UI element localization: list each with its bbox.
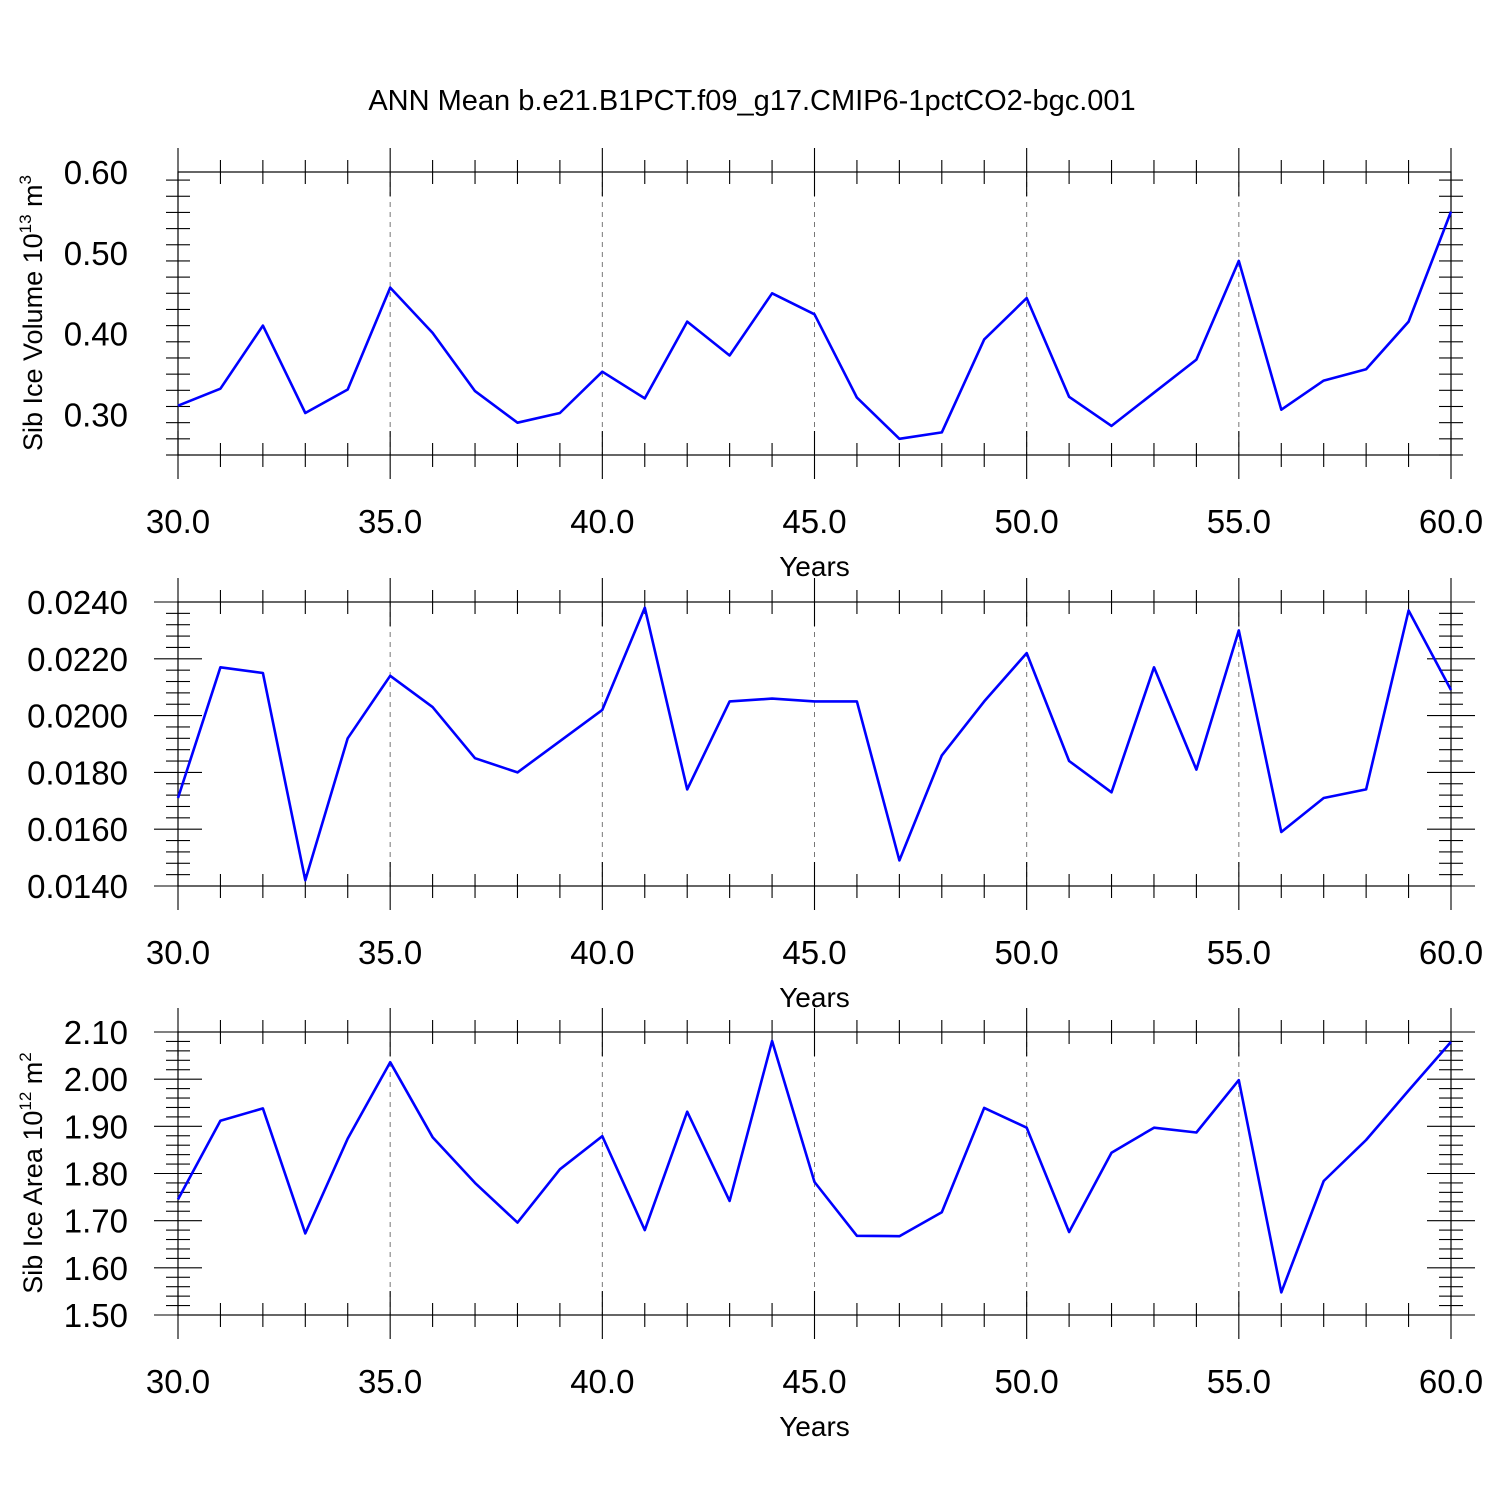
x-tick-label: 50.0 [995,503,1059,540]
y-tick-label: 0.0240 [27,584,128,621]
y-tick-label: 0.0220 [27,641,128,678]
chart-title: ANN Mean b.e21.B1PCT.f09_g17.CMIP6-1pctC… [368,85,1135,117]
panel-3: 30.0 35.0 40.0 45.0 50.0 55.0 60.0 Years 1.50 1.6… [16,1008,1483,1442]
y-tick-label: 1.50 [64,1297,128,1334]
x-tick-label: 45.0 [782,934,846,971]
x-tick-label: 40.0 [570,1363,634,1400]
y-tick-label: 0.0180 [27,754,128,791]
y-tick-label: 1.60 [64,1250,128,1287]
y-tick-label: 0.50 [64,235,128,272]
x-tick-label: 60.0 [1419,1363,1483,1400]
series-line [176,1039,1452,1294]
y-tick-label: 0.40 [64,316,128,353]
x-axis-label: Years [779,982,850,1013]
y-tick-label: 0.0140 [27,868,128,905]
y-tick-label: 1.70 [64,1203,128,1240]
y-tick-label: 0.30 [64,397,128,434]
panels: 30.0 35.0 40.0 45.0 50.0 55.0 60.0 Years 0.30 0.4… [0,148,1483,1442]
y-axis-label: Sib Snow Volume 1013 m3 [0,590,4,898]
x-tick-label: 45.0 [782,1363,846,1400]
x-tick-label: 55.0 [1207,934,1271,971]
x-tick-label: 35.0 [358,503,422,540]
y-tick-label: 1.80 [64,1156,128,1193]
y-tick-label: 0.0160 [27,811,128,848]
y-tick-label: 2.10 [64,1014,128,1051]
y-tick-label: 0.60 [64,154,128,191]
x-tick-label: 55.0 [1207,1363,1271,1400]
x-tick-label: 60.0 [1419,503,1483,540]
x-tick-label: 60.0 [1419,934,1483,971]
x-tick-label: 40.0 [570,503,634,540]
series-line [177,211,1453,441]
y-axis-label: Sib Ice Area 1012 m2 [16,1052,48,1294]
x-tick-label: 55.0 [1207,503,1271,540]
y-axis-label: Sib Ice Volume 1013 m3 [16,175,48,451]
x-axis-label: Years [779,551,850,582]
x-tick-label: 30.0 [146,1363,210,1400]
x-tick-label: 30.0 [146,503,210,540]
x-tick-label: 50.0 [995,934,1059,971]
panel-1: 30.0 35.0 40.0 45.0 50.0 55.0 60.0 Years 0.30 0.4… [16,148,1483,582]
series-line [176,606,1453,882]
x-tick-label: 50.0 [995,1363,1059,1400]
x-tick-label: 45.0 [782,503,846,540]
x-tick-label: 30.0 [146,934,210,971]
y-tick-label: 2.00 [64,1061,128,1098]
y-tick-label: 1.90 [64,1108,128,1145]
x-tick-label: 35.0 [358,1363,422,1400]
y-tick-label: 0.0200 [27,698,128,735]
x-axis-label: Years [779,1411,850,1442]
panel-2: 30.0 35.0 40.0 45.0 50.0 55.0 60.0 Years 0.0140 0… [0,578,1483,1013]
x-tick-label: 35.0 [358,934,422,971]
x-tick-label: 40.0 [570,934,634,971]
